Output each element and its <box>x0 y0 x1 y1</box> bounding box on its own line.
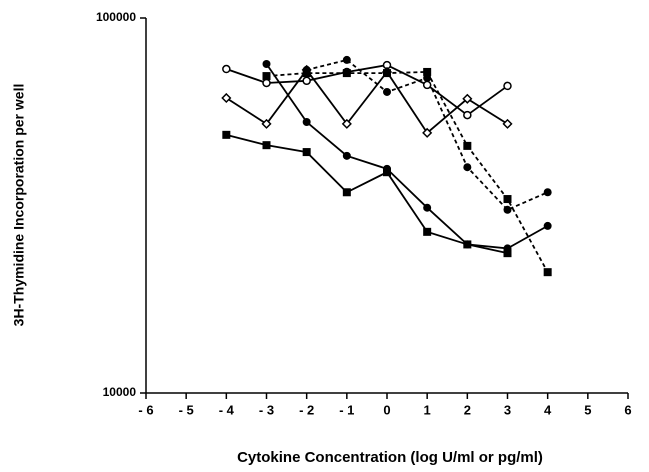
x-tick-label: - 5 <box>179 402 194 417</box>
y-tick-label: 100000 <box>96 10 136 24</box>
x-tick-label: 5 <box>584 402 591 417</box>
point <box>463 110 472 120</box>
x-tick-label: - 2 <box>299 402 314 417</box>
point <box>543 268 552 277</box>
point <box>503 195 512 204</box>
point <box>463 141 472 150</box>
point <box>221 92 232 104</box>
point <box>503 81 512 91</box>
point <box>422 80 432 90</box>
point <box>503 205 512 214</box>
point <box>543 188 552 197</box>
x-tick-label: - 1 <box>339 402 354 417</box>
point <box>261 118 272 129</box>
point <box>302 76 311 86</box>
series-line <box>266 71 549 273</box>
point <box>302 148 311 157</box>
point <box>503 249 512 258</box>
point <box>383 69 391 78</box>
point <box>342 188 351 197</box>
point <box>423 227 432 236</box>
x-tick-label: 1 <box>424 402 431 417</box>
point <box>262 141 271 150</box>
point <box>423 203 432 212</box>
y-tick-label: 10000 <box>103 385 137 399</box>
point <box>423 73 432 82</box>
point <box>222 64 231 74</box>
series-line <box>226 133 508 255</box>
series-line <box>265 63 549 250</box>
x-tick-label: - 6 <box>138 402 153 417</box>
point <box>222 130 231 139</box>
point <box>341 118 352 129</box>
point <box>383 87 391 96</box>
point <box>262 59 271 68</box>
point <box>302 118 311 127</box>
point <box>543 221 552 230</box>
x-tick-label: 6 <box>624 402 631 417</box>
x-tick-label: 0 <box>383 402 390 417</box>
point <box>502 118 513 129</box>
point <box>422 127 433 138</box>
series-line <box>226 64 509 117</box>
point <box>463 240 472 249</box>
point <box>342 151 351 160</box>
x-tick-label: - 3 <box>259 402 274 417</box>
series-line <box>225 68 508 135</box>
x-axis-label: Cytokine Concentration (log U/ml or pg/m… <box>237 449 543 466</box>
point <box>462 93 473 104</box>
point <box>383 168 391 177</box>
point <box>262 72 271 81</box>
point <box>342 55 351 64</box>
x-tick-label: 4 <box>544 402 552 417</box>
point <box>302 69 311 78</box>
point <box>423 67 432 76</box>
x-tick-label: 2 <box>464 402 471 417</box>
y-axis-label: 3H-Thymidine Incorporation per well <box>11 84 27 327</box>
x-tick-label: 3 <box>504 402 511 417</box>
x-tick-label: - 4 <box>219 402 235 417</box>
point <box>262 78 271 88</box>
point <box>463 163 472 172</box>
point <box>342 69 351 78</box>
